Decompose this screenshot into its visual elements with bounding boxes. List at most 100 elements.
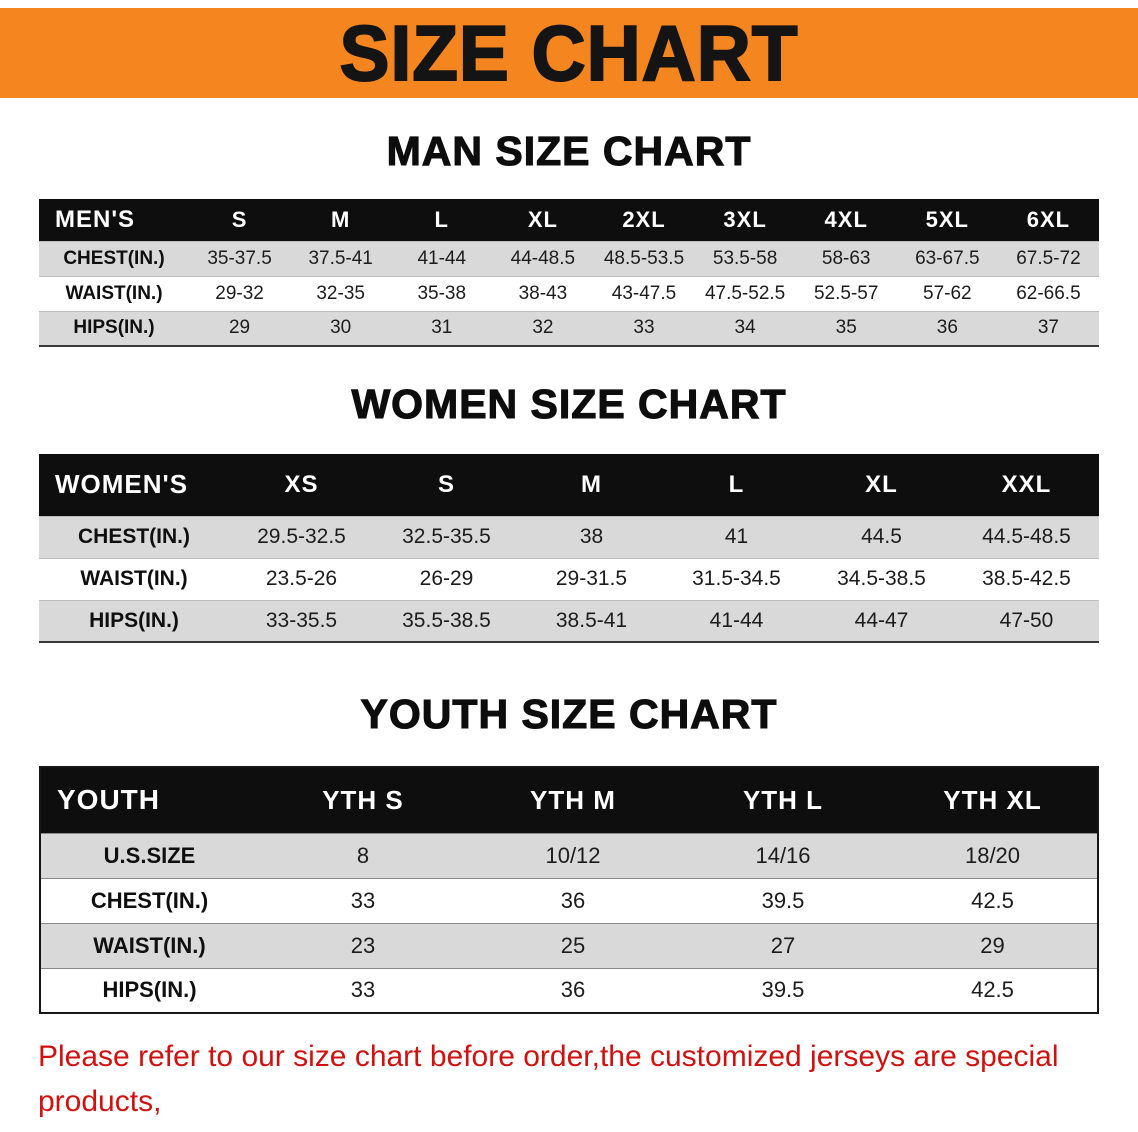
size-value-cell: 35-38 xyxy=(417,282,467,304)
size-value-cell: 31 xyxy=(431,317,453,339)
size-column-header: L xyxy=(391,199,493,241)
size-value-cell: 33 xyxy=(350,977,376,1003)
size-value-cell: 33 xyxy=(633,317,655,339)
size-value-cell: 41-44 xyxy=(417,247,467,269)
size-value-cell: 57-62 xyxy=(923,282,972,304)
size-value-cell: 41-44 xyxy=(709,608,764,632)
size-value-cell: 35 xyxy=(835,317,857,339)
size-column-header: XL xyxy=(492,199,594,241)
size-value-cell: 58-63 xyxy=(821,247,871,269)
banner: SIZE CHART xyxy=(0,8,1138,98)
size-value-cell: 47.5-52.5 xyxy=(704,282,786,304)
size-column-header: YTH L xyxy=(678,767,888,833)
size-value-cell: 41 xyxy=(724,525,749,548)
table-category-header: YOUTH xyxy=(40,767,258,833)
size-value-cell: 34 xyxy=(734,317,756,339)
size-value-cell: 43-47.5 xyxy=(611,282,677,304)
size-value-cell: 67.5-72 xyxy=(1016,247,1081,269)
size-value-cell: 38.5-42.5 xyxy=(982,567,1071,590)
size-value-cell: 36 xyxy=(560,977,586,1003)
men-size-table: MEN'S S M L XL 2XL 3XL 4XL 5XL 6XL CHEST(IN.) 35-37… xyxy=(39,199,1099,347)
table-header-row: WOMEN'S XS S M L XL XXL xyxy=(39,454,1099,516)
size-column-header: M xyxy=(519,454,664,516)
size-value-cell: 29 xyxy=(980,932,1005,958)
table-row: HIPS(IN.) 29 30 31 32 33 34 35 36 37 xyxy=(39,311,1099,346)
table-row: WAIST(IN.) 23.5-26 26-29 29-31.5 31.5-34.5 34… xyxy=(39,558,1099,600)
table-row: WAIST(IN.) 29-32 32-35 35-38 38-43 43-47.5 47.… xyxy=(39,276,1099,311)
youth-section-heading: YOUTH SIZE CHART xyxy=(360,690,778,737)
size-value-cell: 33 xyxy=(350,887,376,913)
size-value-cell: 10/12 xyxy=(545,842,601,868)
women-size-table: WOMEN'S XS S M L XL XXL CHEST(IN.) 29.5-32.5 32.5… xyxy=(39,454,1099,643)
size-value-cell: 37.5-41 xyxy=(308,247,373,269)
table-row: CHEST(IN.) 33 36 39.5 42.5 xyxy=(40,878,1098,923)
size-value-cell: 53.5-58 xyxy=(712,247,778,269)
size-value-cell: 32-35 xyxy=(316,282,365,304)
size-column-header: 2XL xyxy=(593,199,695,241)
size-value-cell: 32 xyxy=(532,317,554,339)
youth-size-table: YOUTH YTH S YTH M YTH L YTH XL U.S.SIZE 8 10/12… xyxy=(39,766,1099,1014)
size-value-cell: 38-43 xyxy=(518,282,568,304)
row-label: WAIST(IN.) xyxy=(65,282,163,304)
size-value-cell: 30 xyxy=(330,317,352,339)
row-label: HIPS(IN.) xyxy=(73,317,155,339)
size-value-cell: 27 xyxy=(770,932,796,958)
size-value-cell: 39.5 xyxy=(761,977,805,1003)
size-value-cell: 63-67.5 xyxy=(915,247,980,269)
size-column-header: M xyxy=(290,199,392,241)
size-value-cell: 26-29 xyxy=(419,567,474,590)
table-category-header: MEN'S xyxy=(39,199,189,241)
size-value-cell: 14/16 xyxy=(755,842,811,868)
size-value-cell: 29 xyxy=(228,317,251,339)
size-value-cell: 39.5 xyxy=(761,887,805,913)
row-label: HIPS(IN.) xyxy=(102,977,197,1003)
page-title: SIZE CHART xyxy=(339,9,799,97)
table-row: CHEST(IN.) 35-37.5 37.5-41 41-44 44-48.5 48.5… xyxy=(39,241,1099,276)
size-value-cell: 34.5-38.5 xyxy=(837,567,926,590)
table-category-header: WOMEN'S xyxy=(39,454,229,516)
size-value-cell: 18/20 xyxy=(964,842,1021,868)
size-value-cell: 44.5 xyxy=(861,525,902,548)
size-value-cell: 44-48.5 xyxy=(510,247,576,269)
size-value-cell: 44.5-48.5 xyxy=(982,525,1071,548)
men-section-heading: MAN SIZE CHART xyxy=(386,127,752,174)
size-value-cell: 23 xyxy=(350,932,376,958)
size-column-header: XL xyxy=(809,454,954,516)
row-label: HIPS(IN.) xyxy=(89,608,179,632)
size-value-cell: 44-47 xyxy=(854,608,909,632)
table-row: HIPS(IN.) 33-35.5 35.5-38.5 38.5-41 41-44 44-… xyxy=(39,600,1099,642)
size-value-cell: 38.5-41 xyxy=(555,608,628,632)
table-header-row: MEN'S S M L XL 2XL 3XL 4XL 5XL 6XL xyxy=(39,199,1099,241)
size-value-cell: 25 xyxy=(560,932,586,958)
table-row: CHEST(IN.) 29.5-32.5 32.5-35.5 38 41 44.5 44.5… xyxy=(39,516,1099,558)
size-value-cell: 52.5-57 xyxy=(813,282,879,304)
size-value-cell: 33-35.5 xyxy=(265,608,338,632)
size-column-header: 3XL xyxy=(694,199,796,241)
size-value-cell: 31.5-34.5 xyxy=(692,567,781,590)
size-value-cell: 29-32 xyxy=(215,282,264,304)
row-label: WAIST(IN.) xyxy=(93,932,206,958)
row-label: CHEST(IN.) xyxy=(78,525,190,548)
size-value-cell: 47-50 xyxy=(999,608,1054,632)
size-value-cell: 42.5 xyxy=(971,887,1014,913)
size-column-header: S xyxy=(374,454,519,516)
size-value-cell: 8 xyxy=(356,842,370,868)
size-column-header: XS xyxy=(229,454,374,516)
youth-size-section: YOUTH SIZE CHART YOUTH YTH S YTH M YTH L YTH… xyxy=(0,690,1138,1014)
size-value-cell: 42.5 xyxy=(971,977,1014,1003)
size-value-cell: 36 xyxy=(560,887,586,913)
disclaimer: Please refer to our size chart before or… xyxy=(38,1034,1100,1132)
women-size-section: WOMEN SIZE CHART WOMEN'S XS S M L XL XXL CHEST(… xyxy=(0,380,1138,643)
size-value-cell: 23.5-26 xyxy=(265,567,338,590)
size-column-header: YTH XL xyxy=(888,767,1098,833)
table-row: WAIST(IN.) 23 25 27 29 xyxy=(40,923,1098,968)
size-column-header: YTH S xyxy=(258,767,468,833)
disclaimer-line-2: we don't accept cancel, change, teturn o… xyxy=(38,1124,1100,1132)
size-value-cell: 35.5-38.5 xyxy=(402,608,491,632)
women-section-heading: WOMEN SIZE CHART xyxy=(351,380,787,427)
table-row: U.S.SIZE 8 10/12 14/16 18/20 xyxy=(40,833,1098,878)
size-column-header: 6XL xyxy=(997,199,1099,241)
row-label: CHEST(IN.) xyxy=(90,887,209,913)
size-value-cell: 37 xyxy=(1037,317,1059,339)
